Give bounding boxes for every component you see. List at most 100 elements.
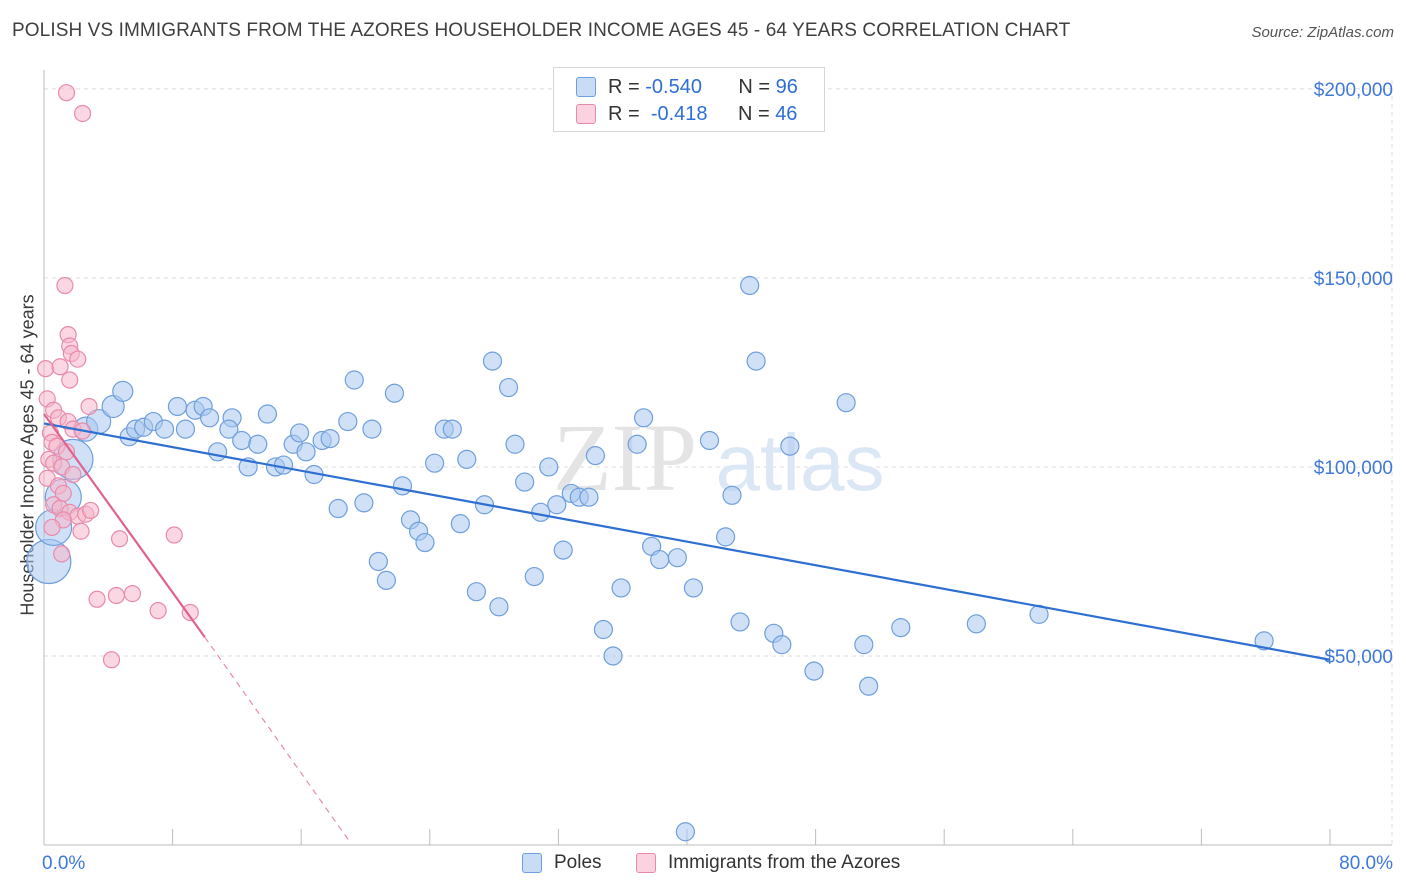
azores-point xyxy=(123,584,142,603)
poles-point xyxy=(392,476,413,496)
poles-point xyxy=(482,351,503,371)
poles-point xyxy=(891,618,911,638)
poles-point xyxy=(683,578,704,598)
poles-point xyxy=(547,495,567,515)
poles-point xyxy=(730,612,750,632)
poles-point xyxy=(498,377,519,398)
r-label: R = xyxy=(608,102,640,125)
azores-point xyxy=(37,360,55,378)
poles-point xyxy=(531,502,551,522)
poles-point xyxy=(344,370,364,390)
n-value: 46 xyxy=(775,102,798,125)
azores-point xyxy=(181,603,199,622)
azores-trend-extension xyxy=(204,636,350,842)
r-value: -0.540 xyxy=(645,75,702,98)
y-tick-label: $200,000 xyxy=(1314,80,1393,101)
poles-point xyxy=(354,493,374,513)
poles-point xyxy=(740,275,760,296)
poles-point xyxy=(667,548,687,568)
azores-point xyxy=(165,526,183,544)
poles-point xyxy=(836,393,856,413)
azores-point xyxy=(56,276,74,295)
trend-lines xyxy=(43,413,1331,842)
poles-point xyxy=(338,411,358,432)
poles-point xyxy=(854,635,874,655)
azores-swatch xyxy=(636,853,656,873)
poles-point xyxy=(208,442,228,462)
azores-point xyxy=(43,518,61,537)
legend-row-poles: R = -0.540 N = 96 xyxy=(576,74,798,100)
poles-point xyxy=(457,449,477,469)
poles-point xyxy=(539,457,559,477)
azores-point xyxy=(88,590,106,608)
poles-point xyxy=(585,446,605,466)
poles-point xyxy=(650,549,670,570)
azores-point xyxy=(64,465,82,484)
poles-point xyxy=(675,822,695,842)
n-label: N = xyxy=(738,75,771,98)
poles-point xyxy=(859,676,879,696)
azores-point xyxy=(82,501,100,520)
n-value: 96 xyxy=(775,75,798,98)
legend-item-azores[interactable]: Immigrants from the Azores xyxy=(636,852,900,874)
azores-point xyxy=(149,602,167,620)
poles-point xyxy=(780,436,800,456)
poles-trend-line xyxy=(43,422,1331,661)
azores-point xyxy=(61,371,79,389)
poles-point xyxy=(804,661,824,681)
poles-points xyxy=(26,275,1274,842)
chart-title: POLISH VS IMMIGRANTS FROM THE AZORES HOU… xyxy=(12,20,1071,41)
poles-point xyxy=(466,582,487,602)
poles-point xyxy=(257,404,278,424)
azores-point xyxy=(80,397,98,416)
poles-point xyxy=(175,419,196,439)
poles-point xyxy=(248,434,268,454)
legend-row-azores: R = -0.418 N = 46 xyxy=(576,101,797,127)
poles-point xyxy=(715,527,736,547)
poles-point xyxy=(442,419,462,439)
poles-point xyxy=(199,408,220,428)
poles-point xyxy=(524,566,544,587)
poles-point xyxy=(320,428,340,449)
poles-point xyxy=(515,472,535,492)
azores-point xyxy=(73,104,92,123)
poles-point xyxy=(368,551,388,572)
y-tick-label: $100,000 xyxy=(1314,458,1393,479)
azores-point xyxy=(72,522,90,540)
poles-point xyxy=(603,646,623,666)
poles-point xyxy=(1254,631,1274,651)
azores-point xyxy=(110,530,129,548)
tick-labels: $50,000 $100,000 $150,000 $200,000 0.0% 80.0% xyxy=(42,80,1393,874)
r-label: R = xyxy=(608,75,640,98)
poles-point xyxy=(450,514,470,534)
poles-point xyxy=(579,487,599,507)
poles-point xyxy=(219,419,239,439)
poles-point xyxy=(746,351,766,371)
azores-swatch xyxy=(576,104,596,124)
y-tick-label: $150,000 xyxy=(1314,269,1393,290)
y-tick-label: $50,000 xyxy=(1324,647,1393,668)
poles-point xyxy=(553,540,573,560)
poles-point xyxy=(425,453,445,473)
x-tick-label-max: 80.0% xyxy=(1339,853,1393,874)
poles-swatch xyxy=(522,853,542,873)
azores-trend-line xyxy=(43,413,206,638)
poles-point xyxy=(966,614,986,634)
watermark-atlas: atlas xyxy=(716,418,885,507)
poles-point xyxy=(772,635,792,655)
poles-point xyxy=(376,570,396,590)
x-tick-label-min: 0.0% xyxy=(42,853,85,874)
azores-point xyxy=(57,84,76,102)
legend-item-poles[interactable]: Poles xyxy=(522,852,602,874)
poles-point xyxy=(328,498,348,519)
r-value: -0.418 xyxy=(650,102,708,125)
correlation-legend: R = -0.540 N = 96 R = -0.418 N = 46 xyxy=(553,67,825,132)
poles-point xyxy=(627,434,647,454)
poles-point xyxy=(112,380,134,402)
azores-point xyxy=(53,545,71,563)
poles-point xyxy=(722,485,742,505)
poles-point xyxy=(611,578,631,598)
poles-point xyxy=(699,430,720,451)
azores-point xyxy=(69,350,87,368)
